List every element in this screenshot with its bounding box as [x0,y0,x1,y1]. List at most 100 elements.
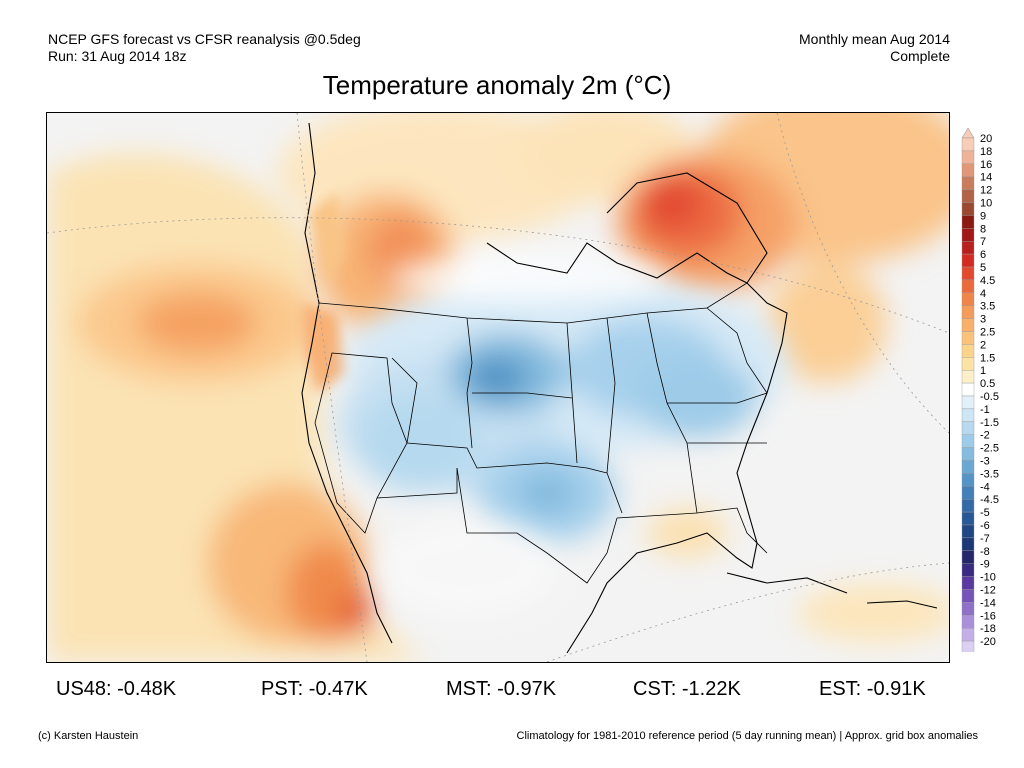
colorbar-swatch [961,318,975,332]
colorbar-label: -4 [980,481,990,493]
colorbar-swatch [961,305,975,319]
colorbar-labels: 201816141210987654.543.532.521.510.5-0.5… [980,133,999,648]
colorbar-swatch [961,266,975,281]
colorbar-swatch [961,434,975,448]
state-boundaries [314,282,768,584]
colorbar-label: 3.5 [980,301,995,313]
colorbar-swatch [961,550,975,564]
colorbar-swatch [961,628,975,642]
colorbar-swatch [961,473,975,487]
stat-us48: US48: -0.48K [56,678,177,700]
colorbar-swatch [961,382,975,397]
colorbar-swatch [961,189,975,203]
colorbar-label: -2.5 [980,443,999,455]
colorbar-label: -9 [980,559,990,571]
colorbar-swatch [961,369,975,384]
colorbar-label: 12 [980,185,992,197]
run-time: Run: 31 Aug 2014 18z [48,48,187,64]
colorbar-swatch [961,253,975,268]
header-right: Monthly mean Aug 2014 Complete [799,31,950,65]
colorbar-label: 3 [980,314,986,326]
colorbar-label: -0.5 [980,391,999,403]
copyright-notice: (c) Karsten Haustein [38,730,139,742]
colorbar-swatch [961,215,975,229]
colorbar-swatch [961,137,975,152]
colorbar-swatch [961,640,975,652]
colorbar-swatch [961,511,975,526]
colorbar-label: -3 [980,456,990,468]
colorbar-label: -1.5 [980,417,999,429]
colorbar-label: -6 [980,520,990,532]
colorbar-swatch [961,524,975,539]
colorbar-label: 14 [980,172,992,184]
colorbar-swatch [961,602,975,616]
us-cool-anomaly [337,273,787,543]
colorbar-label: -20 [980,636,996,648]
stat-pst: PST: -0.47K [261,678,368,700]
colorbar-label: 7 [980,236,986,248]
colorbar-label: -10 [980,572,996,584]
stat-mst: MST: -0.97K [446,678,557,700]
anomaly-map [46,112,950,663]
colorbar-label: 6 [980,249,986,261]
colorbar-label: -1 [980,404,990,416]
colorbar-swatch [961,460,975,474]
colorbar-swatch [961,589,975,603]
coastlines [301,122,938,654]
colorbar-label: 2.5 [980,327,995,339]
stat-est: EST: -0.91K [819,678,926,700]
colorbar-swatch [961,331,975,345]
colorbar-label: 0.5 [980,378,995,390]
colorbar-label: 18 [980,146,992,158]
colorbar-top-arrow [961,128,975,139]
colorbar-swatches [961,128,975,652]
colorbar-label: 4 [980,288,986,300]
colorbar-swatch [961,395,975,410]
colorbar-label: 10 [980,198,992,210]
colorbar-swatch [961,447,975,461]
west-coast-warm-strip [302,193,347,393]
colorbar-swatch [961,357,975,371]
colorbar-swatch [961,408,975,422]
colorbar-swatch [961,279,975,293]
colorbar-label: -3.5 [980,468,999,480]
colorbar-swatch [961,292,975,306]
colorbar-label: 5 [980,262,986,274]
colorbar-label: 1.5 [980,352,995,364]
colorbar-label: -12 [980,585,996,597]
colorbar-label: 16 [980,159,992,171]
stat-cst: CST: -1.22K [633,678,741,700]
climatology-note: Climatology for 1981-2010 reference peri… [516,730,978,742]
colorbar-swatch [961,499,975,513]
colorbar-legend: 201816141210987654.543.532.521.510.5-0.5… [961,128,999,652]
completeness-label: Complete [890,48,950,64]
colorbar-swatch [961,240,975,255]
colorbar-label: 4.5 [980,275,995,287]
colorbar-swatch [961,576,975,590]
colorbar-swatch [961,176,975,190]
colorbar-label: 20 [980,133,992,145]
colorbar-swatch [961,537,975,551]
colorbar-label: 1 [980,365,986,377]
colorbar-label: 8 [980,223,986,235]
colorbar-label: -14 [980,597,996,609]
colorbar-swatch [961,163,975,177]
colorbar-label: 9 [980,210,986,222]
anomaly-map-canvas [47,113,949,662]
header-left: NCEP GFS forecast vs CFSR reanalysis @0.… [48,31,361,65]
colorbar-label: -4.5 [980,494,999,506]
colorbar-swatch [961,615,975,629]
map-title: Temperature anomaly 2m (°C) [322,70,672,100]
colorbar-label: -18 [980,623,996,635]
colorbar-label: 2 [980,339,986,351]
pacific-warm-anomaly [47,153,427,662]
colorbar-label: -5 [980,507,990,519]
model-description: NCEP GFS forecast vs CFSR reanalysis @0.… [48,31,361,47]
colorbar-swatch [961,421,975,435]
colorbar-label: -2 [980,430,990,442]
colorbar-label: -16 [980,610,996,622]
colorbar-swatch [961,563,975,577]
graticule [47,113,949,662]
colorbar-label: -7 [980,533,990,545]
region-stats: US48: -0.48K PST: -0.47K MST: -0.97K CST… [56,678,956,706]
